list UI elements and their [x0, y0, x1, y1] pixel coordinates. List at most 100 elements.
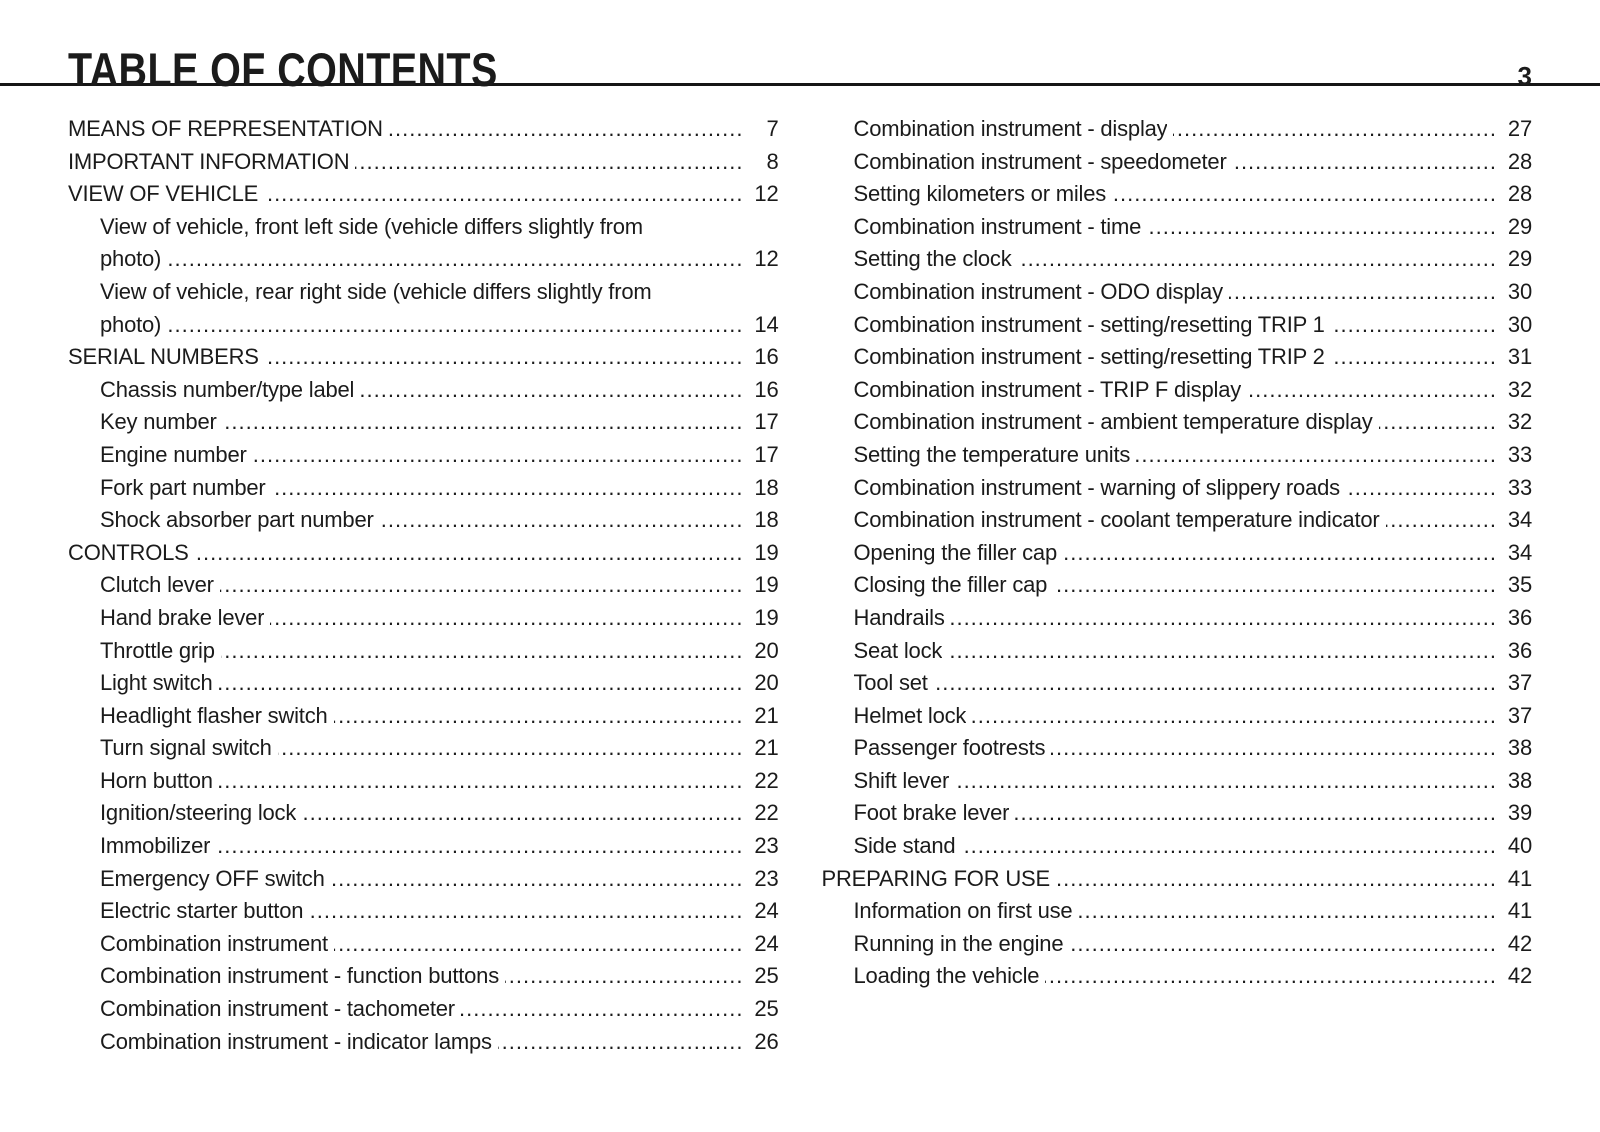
toc-entry-page: 17 — [754, 441, 779, 467]
toc-entry: Closing the filler cap 35 — [822, 569, 1533, 602]
toc-entry: Hand brake lever 19 — [68, 602, 779, 635]
toc-entry: photo) 12 — [68, 243, 779, 276]
toc-entry-label: Emergency OFF switch — [100, 865, 325, 891]
toc-entry-label: Helmet lock — [853, 702, 967, 728]
toc-entry-label: Combination instrument - setting/resetti… — [853, 311, 1325, 337]
dot-leader — [948, 635, 1497, 668]
toc-entry-label: Information on first use — [853, 898, 1073, 924]
toc-entry-page: 30 — [1507, 278, 1532, 304]
toc-entry: Passenger footrests 38 — [822, 732, 1533, 765]
toc-entry-label: Hand brake lever — [100, 604, 265, 630]
toc-entry-label: CONTROLS — [68, 539, 189, 565]
dot-leader — [253, 439, 744, 472]
dot-leader — [223, 406, 744, 439]
dot-leader — [360, 374, 743, 407]
toc-entry: Foot brake lever 39 — [822, 797, 1533, 830]
toc-entry-label: Combination instrument - tachometer — [100, 996, 455, 1022]
dot-leader — [1229, 276, 1497, 309]
dot-leader — [272, 472, 744, 505]
toc-entry-page: 24 — [754, 898, 779, 924]
page-number: 3 — [1517, 61, 1532, 91]
toc-entry: Headlight flasher switch 21 — [68, 700, 779, 733]
toc-entry-page: 14 — [754, 311, 779, 337]
toc-entry: Seat lock 36 — [822, 635, 1533, 668]
toc-entry-page: 32 — [1507, 409, 1532, 435]
toc-entry-page: 28 — [1507, 148, 1532, 174]
toc-entry-page: 7 — [766, 116, 779, 141]
toc-entry-page: 8 — [766, 148, 779, 174]
toc-entry: IMPORTANT INFORMATION 8 — [68, 146, 779, 179]
toc-entry-label: Seat lock — [853, 637, 943, 663]
toc-entry-label: VIEW OF VEHICLE — [68, 181, 259, 207]
toc-entry-label: Ignition/steering lock — [100, 800, 297, 826]
toc-entry-page: 32 — [1507, 376, 1532, 402]
toc-right-column: Combination instrument - display27Combin… — [822, 113, 1533, 1058]
toc-entry-label: Fork part number — [100, 474, 266, 500]
toc-entry-page: 25 — [754, 996, 779, 1022]
toc-entry: Emergency OFF switch 23 — [68, 863, 779, 896]
toc-entry-label: Light switch — [100, 670, 213, 696]
toc-entry-page: 36 — [1507, 604, 1532, 630]
toc-entry-label: IMPORTANT INFORMATION — [68, 148, 350, 174]
toc-entry-label: Foot brake lever — [853, 800, 1010, 826]
toc-entry: Combination instrument - speedometer 28 — [822, 146, 1533, 179]
toc-entry-label: Closing the filler cap — [853, 572, 1048, 598]
toc-entry-label: Loading the vehicle — [853, 963, 1040, 989]
toc-entry-label: Chassis number/type label — [100, 376, 355, 402]
dot-leader — [961, 830, 1497, 863]
dot-leader — [1069, 928, 1497, 961]
toc-entry: Combination instrument 24 — [68, 928, 779, 961]
dot-leader — [334, 928, 744, 961]
toc-entry-page: 36 — [1507, 637, 1532, 663]
dot-leader — [951, 602, 1497, 635]
toc-entry: Throttle grip 20 — [68, 635, 779, 668]
dot-leader — [216, 830, 743, 863]
toc-entry: PREPARING FOR USE 41 — [822, 863, 1533, 896]
toc-entry: VIEW OF VEHICLE 12 — [68, 178, 779, 211]
toc-entry: Combination instrument - function button… — [68, 960, 779, 993]
toc-entry-page: 21 — [754, 735, 779, 761]
toc-entry-label: SERIAL NUMBERS — [68, 344, 259, 370]
dot-leader — [461, 993, 744, 1026]
toc-entry-page: 42 — [1507, 963, 1532, 989]
toc-entry-label: Combination instrument - TRIP F display — [853, 376, 1242, 402]
toc-entry-page: 17 — [754, 409, 779, 435]
toc-entry-label: Immobilizer — [100, 833, 211, 859]
toc-entry-page: 41 — [1507, 865, 1532, 891]
dot-leader — [1346, 472, 1497, 505]
dot-leader — [220, 569, 744, 602]
dot-leader — [1053, 569, 1497, 602]
toc-entry: Combination instrument - warning of slip… — [822, 472, 1533, 505]
toc-entry: MEANS OF REPRESENTATION 7 — [68, 113, 779, 146]
toc-entry: Setting the temperature units 33 — [822, 439, 1533, 472]
dot-leader — [389, 113, 744, 146]
toc-entry: Combination instrument - ODO display 30 — [822, 276, 1533, 309]
toc-entry: Electric starter button 24 — [68, 895, 779, 928]
toc-entry-label: Setting kilometers or miles — [853, 181, 1107, 207]
toc-left-column: MEANS OF REPRESENTATION 7 IMPORTANT INFORM… — [68, 113, 779, 1058]
toc-entry-label: Shock absorber part number — [100, 507, 374, 533]
toc-entry-label: Engine number — [100, 441, 247, 467]
toc-entry: Combination instrument - setting/resetti… — [822, 341, 1533, 374]
toc-entry: Combination instrument - display 27 — [822, 113, 1533, 146]
dot-leader — [1147, 211, 1497, 244]
toc-entry: Engine number 17 — [68, 439, 779, 472]
dot-leader — [1056, 863, 1497, 896]
toc-entry: Turn signal switch 21 — [68, 732, 779, 765]
toc-entry: Horn button 22 — [68, 765, 779, 798]
dot-leader — [1063, 537, 1497, 570]
toc-entry-label: Shift lever — [853, 767, 950, 793]
toc-entry-page: 33 — [1507, 474, 1532, 500]
toc-entry: Combination instrument - time 29 — [822, 211, 1533, 244]
toc-entry-page: 19 — [754, 572, 779, 598]
toc-entry-page: 16 — [754, 344, 779, 370]
toc-entry-label: Throttle grip — [100, 637, 215, 663]
toc-entry-page: 20 — [754, 670, 779, 696]
toc-entry-label: Tool set — [853, 670, 928, 696]
toc-entry-page: 39 — [1507, 800, 1532, 826]
toc-entry-label: Key number — [100, 409, 217, 435]
toc-entry-label: Handrails — [853, 604, 945, 630]
toc-entry-page: 23 — [754, 833, 779, 859]
toc-entry-label: Horn button — [100, 767, 213, 793]
